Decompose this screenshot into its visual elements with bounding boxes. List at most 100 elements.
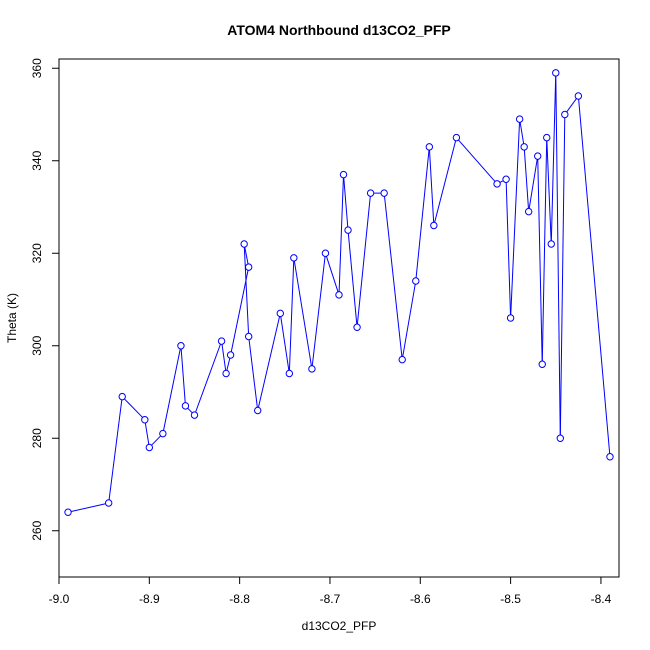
data-point [366, 189, 375, 197]
series-segment [248, 339, 258, 408]
data-point [222, 369, 230, 378]
data-point [538, 360, 546, 368]
series-segment [559, 117, 566, 436]
x-axis-label: d13CO2_PFP [302, 619, 377, 633]
y-tick-label: 280 [30, 428, 44, 448]
series-segment [288, 261, 295, 371]
data-point [290, 254, 298, 262]
data-point [177, 342, 185, 350]
series-segment [356, 196, 371, 325]
x-tick-label: -8.5 [500, 592, 521, 606]
data-point [412, 277, 420, 285]
data-point [515, 115, 524, 123]
series-segment [257, 316, 281, 408]
data-point [574, 92, 583, 100]
series-segment [541, 140, 548, 362]
series-segment [555, 76, 561, 436]
series-segment [550, 76, 557, 241]
data-point [506, 314, 515, 322]
data-point [118, 392, 126, 401]
y-axis-label: Theta (K) [5, 293, 19, 343]
data-point [254, 406, 262, 415]
data-point [64, 508, 72, 516]
y-tick-label: 340 [30, 150, 44, 170]
y-tick-label: 320 [30, 243, 44, 263]
data-point [244, 332, 253, 341]
data-point [430, 221, 438, 230]
series-segment [293, 260, 312, 366]
series-segment [71, 503, 106, 513]
data-point [276, 309, 284, 318]
data-point [524, 207, 533, 216]
x-tick-label: -8.7 [320, 592, 341, 606]
series-segment [108, 399, 123, 500]
series-segment [221, 344, 227, 371]
series-segment [523, 150, 529, 209]
series-segment [537, 159, 543, 362]
data-point [543, 133, 551, 142]
data-point [226, 351, 235, 359]
data-point [398, 355, 406, 364]
data-point [145, 443, 154, 452]
y-tick-label: 260 [30, 520, 44, 540]
series-segment [144, 422, 150, 445]
data-point [321, 249, 330, 257]
series-segment [546, 140, 552, 241]
data-point [240, 240, 248, 248]
series-segment [505, 182, 512, 315]
data-point [520, 143, 528, 151]
data-point [353, 323, 361, 331]
data-point [104, 499, 113, 507]
data-point [181, 402, 190, 410]
series-segment [244, 247, 249, 265]
data-point [285, 369, 294, 378]
x-axis: -9.0 -8.9 -8.8 -8.7 -8.6 -8.5 -8.4 [49, 576, 612, 606]
data-point [561, 110, 569, 119]
x-tick-label: -9.0 [49, 592, 70, 606]
data-point [552, 69, 560, 77]
series-segment [519, 122, 525, 144]
y-axis: 260 280 300 320 340 360 [30, 58, 60, 541]
series-segment [124, 398, 143, 418]
x-tick-label: -8.4 [591, 592, 612, 606]
series-segment [499, 180, 504, 183]
chart-title: ATOM4 Northbound d13CO2_PFP [227, 22, 451, 38]
data-point [493, 180, 501, 188]
data-point [190, 411, 199, 419]
series-segment [429, 150, 435, 223]
x-tick-label: -8.6 [410, 592, 431, 606]
y-tick-label: 300 [30, 335, 44, 355]
series-segment [311, 256, 326, 366]
data-point [335, 291, 343, 299]
x-tick-label: -8.9 [139, 592, 160, 606]
data-point [217, 337, 226, 345]
data-point [534, 152, 542, 160]
data-point [344, 226, 352, 234]
series-segment [226, 357, 231, 371]
series-segment [384, 196, 403, 357]
series-segment [195, 343, 221, 413]
data-point [308, 365, 316, 373]
series-segment [458, 139, 496, 182]
series-segment [163, 348, 181, 431]
series-segment [578, 99, 611, 454]
data-point [556, 434, 564, 442]
x-tick-label: -8.8 [229, 592, 250, 606]
series-segment [180, 348, 186, 403]
data-point [502, 175, 510, 183]
plot-frame [58, 58, 620, 578]
series-layer [64, 69, 614, 516]
data-point [452, 133, 461, 142]
series-segment [566, 98, 577, 113]
series-segment [434, 140, 457, 223]
series-segment [280, 316, 290, 371]
data-point [244, 263, 253, 271]
data-point [547, 240, 555, 248]
series-segment [402, 284, 416, 357]
data-point [141, 416, 149, 424]
series-segment [510, 122, 520, 315]
series-segment [151, 435, 161, 446]
data-point [339, 170, 348, 179]
